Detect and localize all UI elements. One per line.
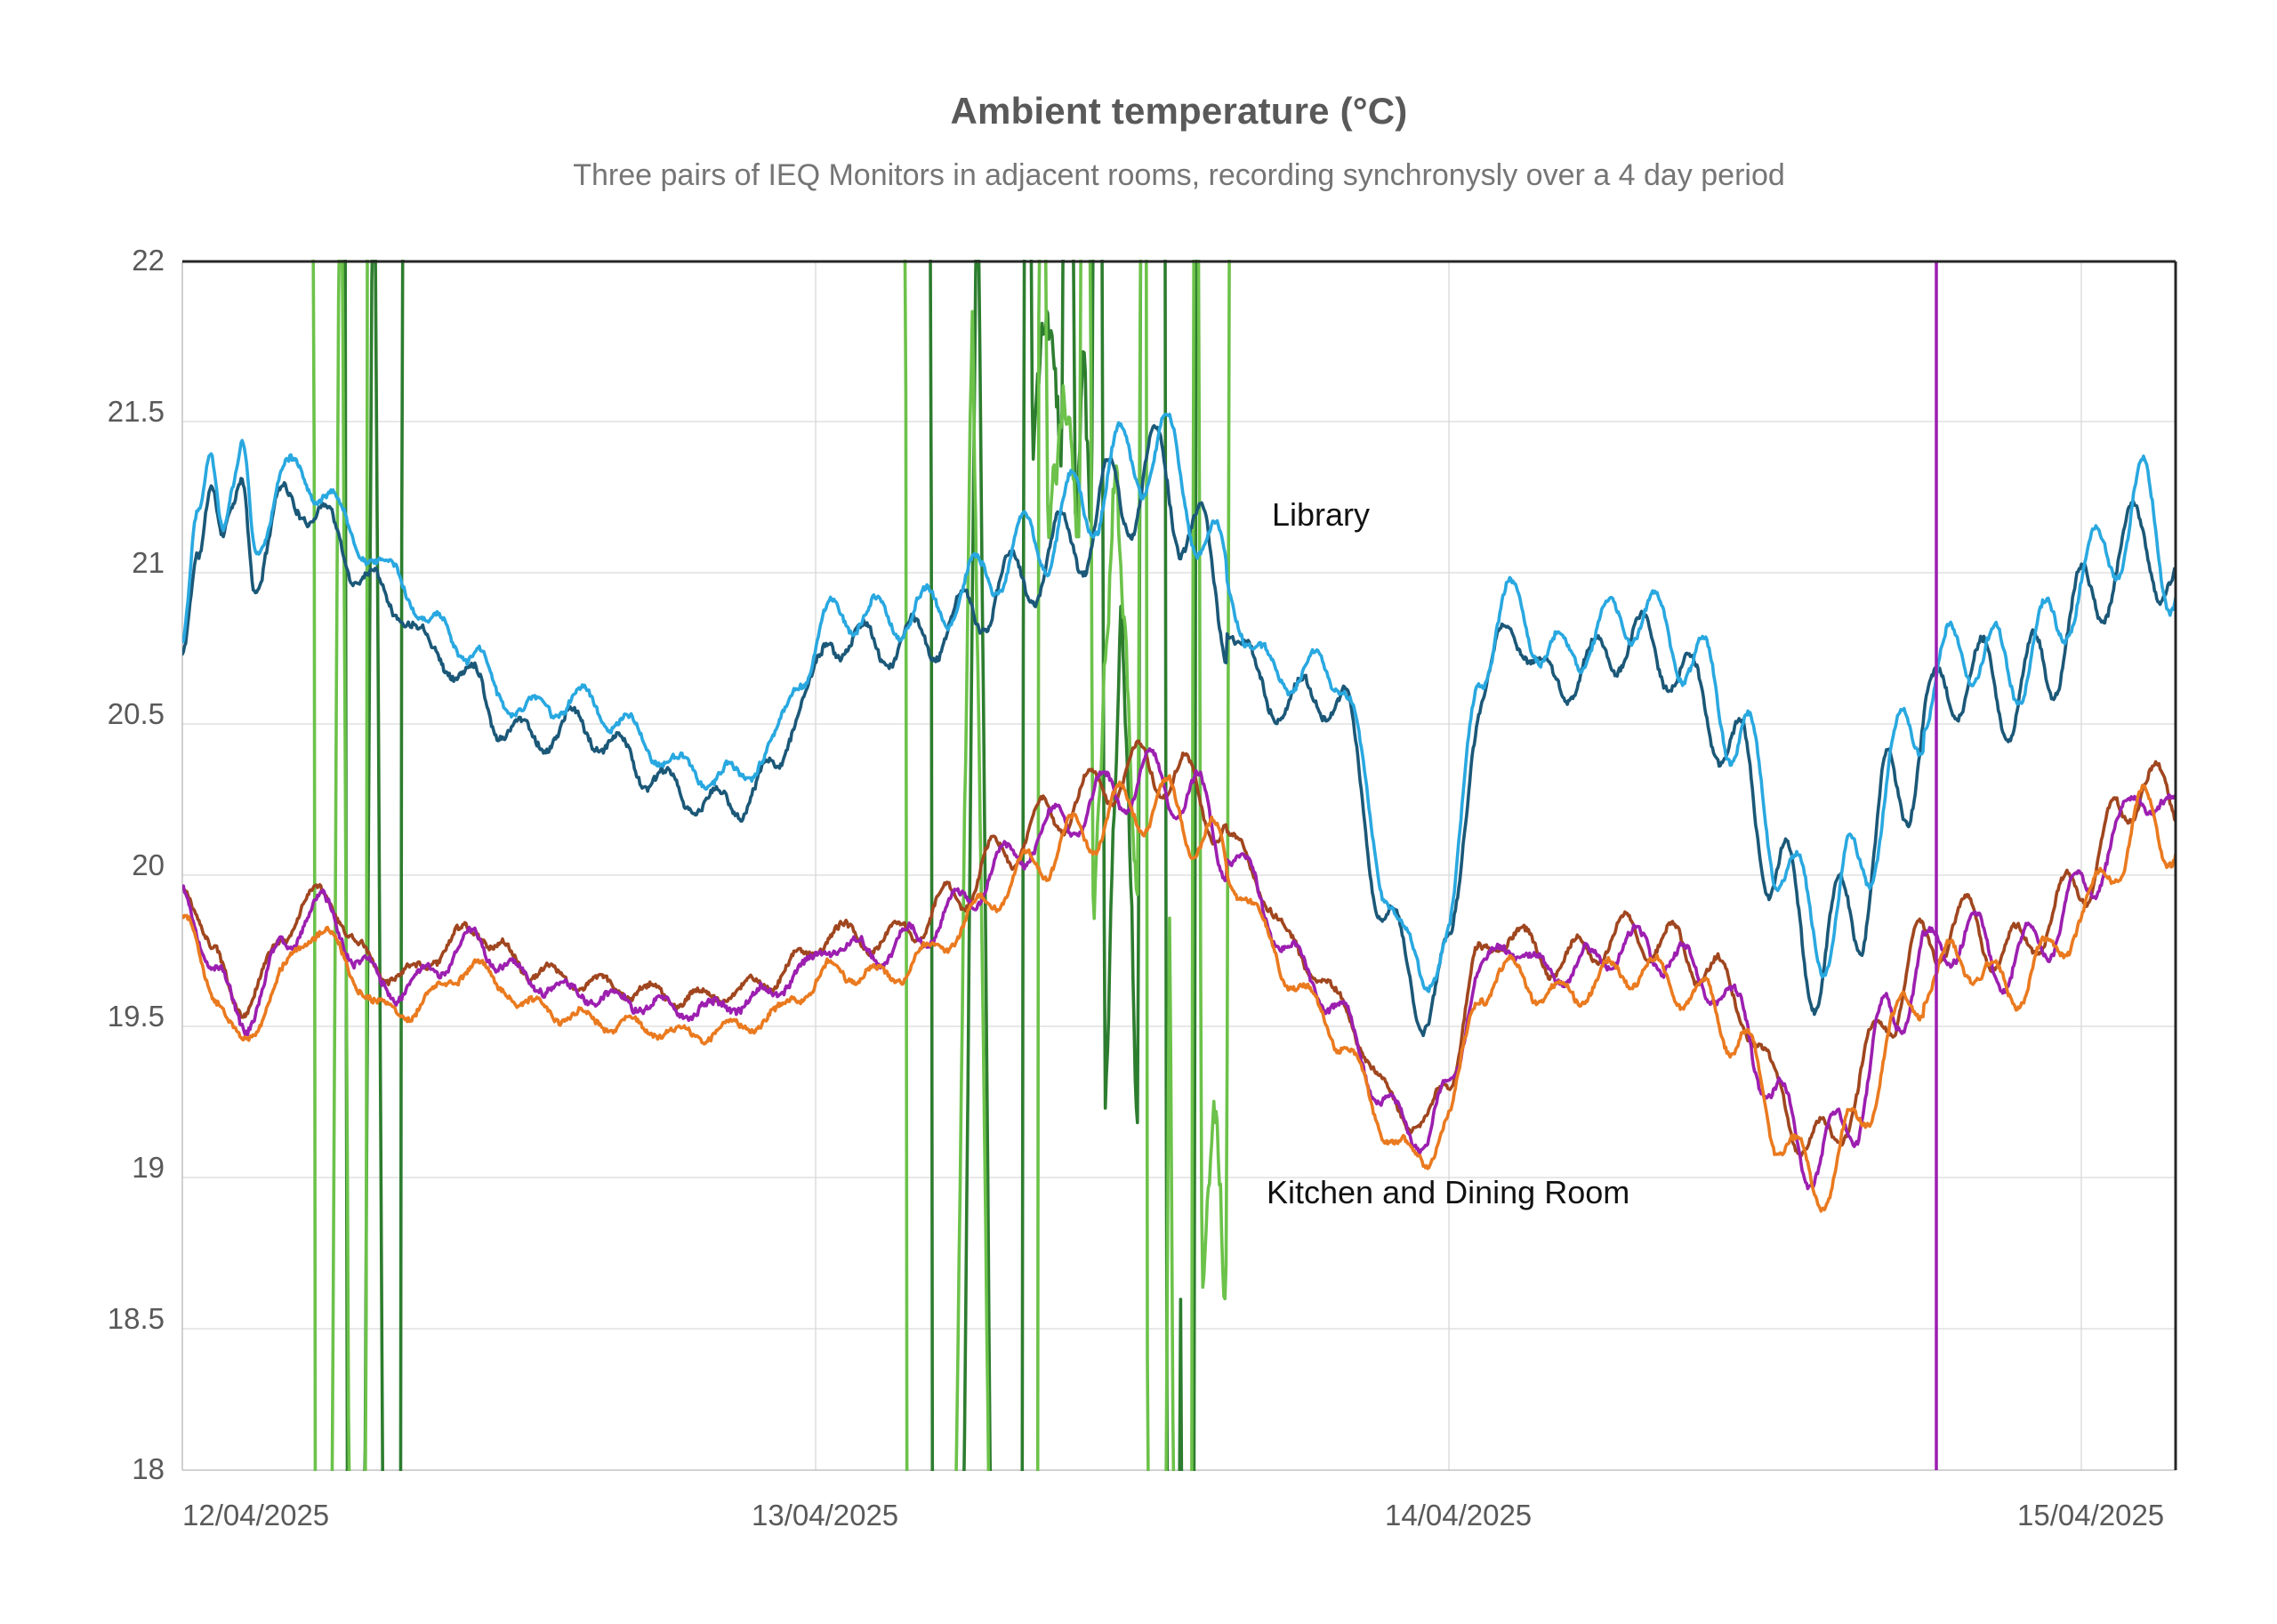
svg-text:13/04/2025: 13/04/2025 <box>752 1499 898 1532</box>
svg-text:12/04/2025: 12/04/2025 <box>182 1499 329 1532</box>
svg-text:20.5: 20.5 <box>108 697 165 730</box>
svg-text:19.5: 19.5 <box>108 1000 165 1033</box>
svg-text:21: 21 <box>132 546 165 579</box>
svg-text:18.5: 18.5 <box>108 1302 165 1335</box>
svg-text:22: 22 <box>132 244 165 277</box>
svg-text:19: 19 <box>132 1151 165 1184</box>
svg-text:21.5: 21.5 <box>108 395 165 428</box>
svg-text:14/04/2025: 14/04/2025 <box>1385 1499 1532 1532</box>
svg-text:15/04/2025: 15/04/2025 <box>2017 1499 2164 1532</box>
svg-text:18: 18 <box>132 1452 165 1485</box>
svg-text:20: 20 <box>132 848 165 881</box>
